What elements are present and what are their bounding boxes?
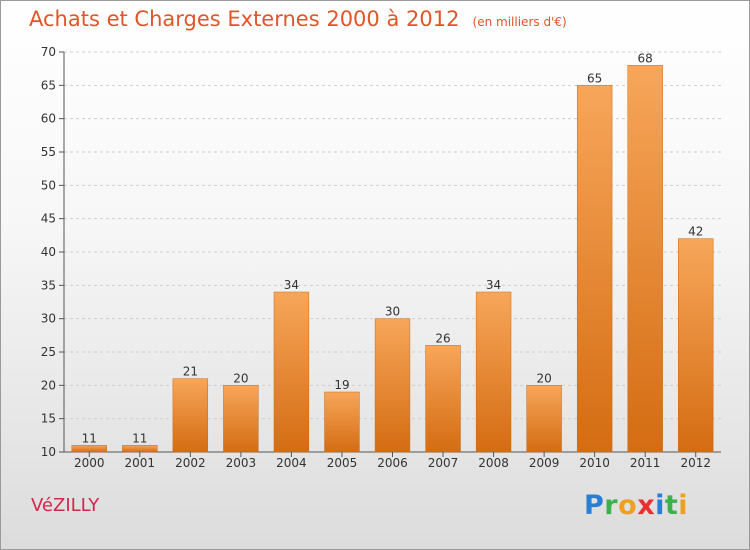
x-tick-label: 2008 xyxy=(478,456,509,470)
bar xyxy=(526,385,562,453)
title-row: Achats et Charges Externes 2000 à 2012 (… xyxy=(29,7,567,31)
y-tick-label: 10 xyxy=(41,445,56,459)
y-tick-label: 40 xyxy=(41,245,56,259)
x-tick-label: 2000 xyxy=(74,456,105,470)
commune-name: VéZILLY xyxy=(31,495,100,516)
y-tick-label: 70 xyxy=(41,45,56,59)
bar xyxy=(223,385,259,453)
x-tick-label: 2003 xyxy=(226,456,257,470)
data-label: 26 xyxy=(435,331,450,345)
y-tick-label: 55 xyxy=(41,145,56,159)
bar xyxy=(678,238,714,453)
y-tick-label: 60 xyxy=(41,112,56,126)
bar xyxy=(425,345,461,453)
x-tick-label: 2010 xyxy=(579,456,610,470)
bar xyxy=(576,85,613,453)
bar xyxy=(324,391,360,453)
data-label: 19 xyxy=(334,378,349,392)
y-tick-label: 15 xyxy=(41,412,56,426)
x-tick-label: 2004 xyxy=(276,456,307,470)
data-label: 34 xyxy=(486,278,501,292)
bar xyxy=(475,291,512,453)
x-tick-label: 2011 xyxy=(630,456,661,470)
y-tick-label: 20 xyxy=(41,378,56,392)
x-tick-label: 2007 xyxy=(428,456,459,470)
y-tick-label: 30 xyxy=(41,312,56,326)
logo-letter: t xyxy=(664,490,679,521)
x-tick-label: 2012 xyxy=(680,456,711,470)
x-tick-label: 2001 xyxy=(125,456,156,470)
y-tick-label: 50 xyxy=(41,178,56,192)
y-tick-label: 35 xyxy=(41,278,56,292)
data-label: 68 xyxy=(638,51,653,65)
bar xyxy=(374,318,411,453)
data-label: 20 xyxy=(536,371,551,385)
logo-letter: o xyxy=(618,490,638,521)
logo-letter: i xyxy=(655,490,665,521)
data-label: 30 xyxy=(385,305,400,319)
y-tick-label: 65 xyxy=(41,78,56,92)
chart-unit: (en milliers d'€) xyxy=(472,15,567,29)
y-tick-label: 25 xyxy=(41,345,56,359)
bar xyxy=(122,445,158,453)
y-tick-label: 45 xyxy=(41,212,56,226)
bar xyxy=(627,65,663,453)
x-tick-label: 2006 xyxy=(377,456,408,470)
data-label: 42 xyxy=(688,225,703,239)
chart-title: Achats et Charges Externes 2000 à 2012 xyxy=(29,7,460,31)
x-tick-label: 2002 xyxy=(175,456,206,470)
logo-letter: P xyxy=(584,490,605,521)
bar xyxy=(71,445,107,453)
bar xyxy=(172,378,209,453)
x-tick-label: 2009 xyxy=(529,456,560,470)
logo-letter: i xyxy=(678,490,689,521)
data-label: 11 xyxy=(82,431,97,445)
bar xyxy=(273,291,310,453)
data-label: 34 xyxy=(284,278,299,292)
data-label: 20 xyxy=(233,371,248,385)
data-label: 21 xyxy=(183,365,198,379)
logo-letter: r xyxy=(604,490,619,521)
x-tick-label: 2005 xyxy=(327,456,358,470)
proxiti-logo[interactable]: Proxiti xyxy=(584,490,688,521)
data-label: 11 xyxy=(132,431,147,445)
logo-letter: x xyxy=(637,490,656,521)
data-label: 65 xyxy=(587,71,602,85)
